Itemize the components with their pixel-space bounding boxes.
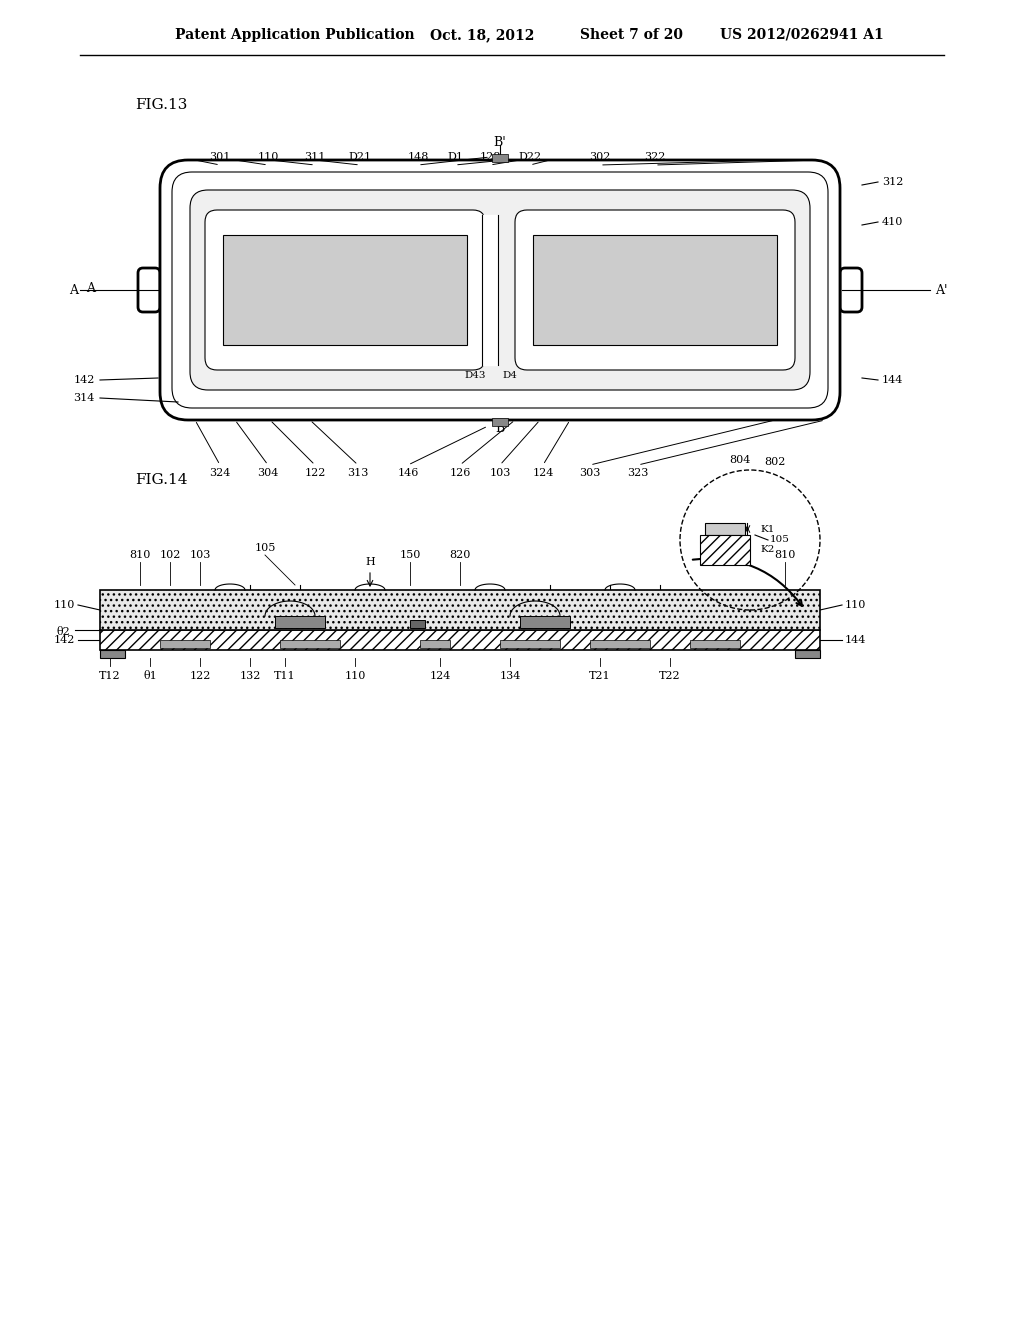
Bar [690,640,740,648]
Bar [705,523,745,535]
Text: A: A [69,284,78,297]
Text: 804: 804 [729,455,751,465]
FancyBboxPatch shape [840,268,862,312]
FancyBboxPatch shape [138,268,160,312]
Text: 146: 146 [397,469,419,478]
Text: 142: 142 [53,635,75,645]
Bar [534,235,777,345]
FancyBboxPatch shape [515,210,795,370]
Text: 110: 110 [845,601,866,610]
Text: D31: D31 [330,351,351,359]
Text: Patent Application Publication: Patent Application Publication [175,28,415,42]
Text: T12: T12 [99,671,121,681]
Bar [795,649,820,657]
Text: D22: D22 [518,152,542,162]
Text: 802: 802 [764,457,785,467]
Text: T22: T22 [659,671,681,681]
Text: D1: D1 [447,152,463,162]
Text: 144: 144 [845,635,866,645]
Text: 303: 303 [580,469,601,478]
Bar [100,590,820,630]
Text: A': A' [935,284,947,297]
Text: 103: 103 [189,550,211,560]
Text: FIG.14: FIG.14 [135,473,187,487]
Text: 810: 810 [774,550,796,560]
Text: 302: 302 [590,152,610,162]
Text: 110: 110 [344,671,366,681]
Text: 324: 324 [209,469,230,478]
Text: 410: 410 [882,216,903,227]
Bar [420,640,450,648]
Text: 132: 132 [240,671,261,681]
Text: D21: D21 [348,152,372,162]
Text: P: P [489,310,497,319]
Text: B: B [496,421,505,434]
Bar [492,154,508,162]
Text: 103: 103 [489,469,511,478]
Text: D43: D43 [464,371,485,380]
Bar [700,535,750,565]
Text: 323: 323 [628,469,648,478]
Bar [492,418,508,426]
Text: 105: 105 [770,536,790,544]
Text: 122: 122 [304,469,326,478]
Text: 134: 134 [642,282,669,297]
Text: 122: 122 [189,671,211,681]
Text: 311: 311 [304,152,326,162]
Text: 142: 142 [74,375,95,385]
Bar [160,640,210,648]
Text: Oct. 18, 2012: Oct. 18, 2012 [430,28,535,42]
Text: D32: D32 [649,351,671,359]
Text: 110: 110 [53,601,75,610]
Text: 304: 304 [257,469,279,478]
Text: 126: 126 [450,469,471,478]
Text: FIG.13: FIG.13 [135,98,187,112]
Text: 134: 134 [500,671,520,681]
Text: 110: 110 [257,152,279,162]
FancyBboxPatch shape [160,160,840,420]
Text: K1: K1 [760,524,774,533]
Text: US 2012/0262941 A1: US 2012/0262941 A1 [720,28,884,42]
Text: 810: 810 [129,550,151,560]
FancyBboxPatch shape [190,190,810,389]
Bar [280,640,340,648]
Text: 148: 148 [408,152,429,162]
Text: 102: 102 [160,550,180,560]
FancyBboxPatch shape [205,210,485,370]
Text: 313: 313 [347,469,369,478]
Text: T11: T11 [274,671,296,681]
Bar [100,649,125,657]
Text: D4: D4 [503,371,517,380]
Text: 124: 124 [532,469,554,478]
Text: 144: 144 [882,375,903,385]
Text: 128: 128 [479,152,501,162]
Text: B': B' [494,136,507,149]
Text: 820: 820 [450,550,471,560]
Bar [590,640,650,648]
Text: 322: 322 [644,152,666,162]
Text: 150: 150 [399,550,421,560]
Text: H: H [366,557,375,568]
Text: A: A [86,281,95,294]
Text: 312: 312 [882,177,903,187]
Bar [100,630,820,649]
Text: 314: 314 [74,393,95,403]
Bar [520,616,570,628]
Bar [410,620,425,628]
Text: 124: 124 [429,671,451,681]
Text: Sheet 7 of 20: Sheet 7 of 20 [580,28,683,42]
Text: 132: 132 [332,282,358,297]
Bar [275,616,325,628]
Text: 301: 301 [209,152,230,162]
Text: θ1: θ1 [143,671,157,681]
Text: T21: T21 [589,671,610,681]
Bar [223,235,467,345]
Text: K2: K2 [760,544,774,553]
Text: 105: 105 [254,543,275,553]
Text: θ2: θ2 [56,627,70,638]
Bar [500,640,560,648]
